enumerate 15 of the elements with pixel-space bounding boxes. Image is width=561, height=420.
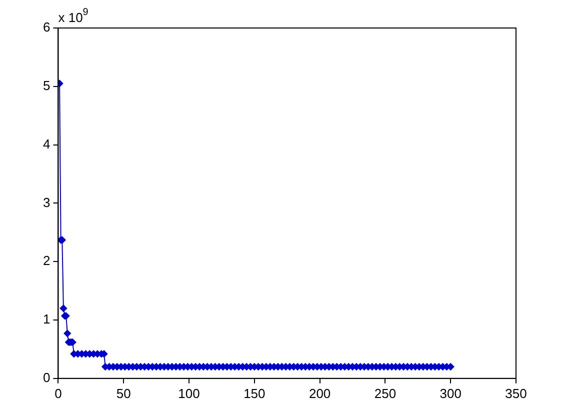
y-tick-label: 6	[42, 20, 50, 35]
x-tick-label: 0	[54, 386, 62, 401]
y-tick-label: 3	[42, 194, 50, 210]
x-tick-label: 300	[440, 386, 462, 401]
y-tick-label: 5	[42, 78, 50, 93]
y-tick-label: 4	[42, 136, 50, 152]
y-tick-label: 0	[42, 370, 50, 385]
x-tick-label: 250	[374, 386, 396, 401]
x-tick-label: 50	[116, 386, 131, 401]
x-tick-label: 350	[505, 386, 527, 401]
y-tick-label: 2	[42, 253, 50, 268]
x-tick-label: 150	[244, 386, 266, 401]
y-tick-label: 1	[42, 312, 50, 327]
x-tick-label: 200	[308, 386, 331, 401]
x-tick-label: 100	[178, 386, 200, 401]
